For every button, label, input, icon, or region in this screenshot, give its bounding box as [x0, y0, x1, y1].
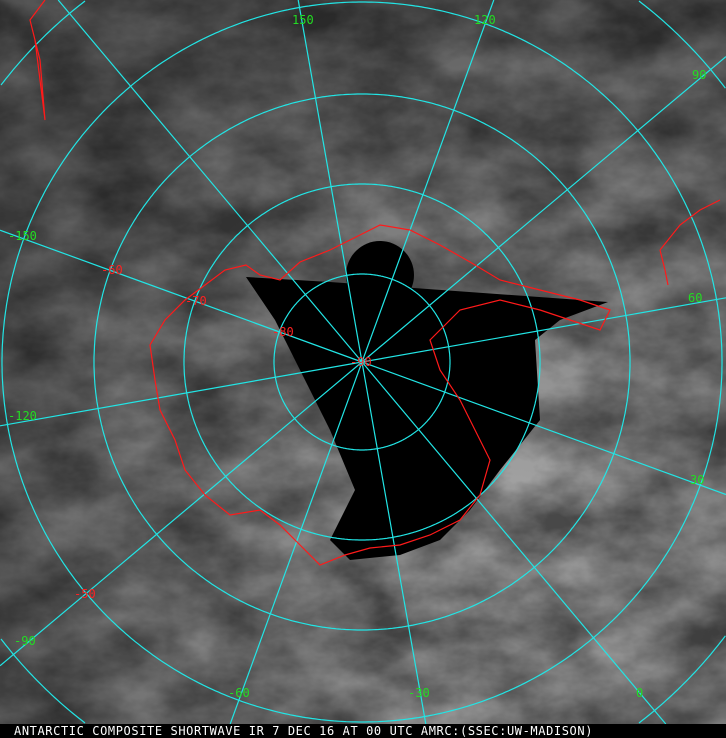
longitude-label: -120: [8, 409, 37, 423]
latitude-label: -80: [272, 325, 294, 339]
longitude-label: -150: [8, 229, 37, 243]
antarctic-coastline: [29, 0, 721, 566]
meridian-line: [361, 297, 726, 363]
longitude-label: 120: [474, 13, 496, 27]
meridian-line: [361, 361, 667, 724]
longitude-label: -90: [14, 634, 36, 648]
meridian-line: [57, 0, 363, 363]
longitude-label: 30: [690, 473, 704, 487]
latitude-circle: [273, 273, 451, 451]
latitude-label: -90: [350, 355, 372, 369]
meridian-line: [229, 361, 363, 724]
meridian-line: [0, 229, 363, 363]
longitude-label: 60: [688, 291, 702, 305]
grid-labels: 150 120 90 60 30 0 -30 -60 -90 -120 -150 -50 -60 -70 -…: [8, 13, 706, 700]
image-caption: ANTARCTIC COMPOSITE SHORTWAVE IR 7 DEC 1…: [0, 724, 726, 738]
meridian-line: [361, 0, 495, 363]
meridian-line: [361, 56, 726, 363]
longitude-label: 150: [292, 13, 314, 27]
latitude-label: -70: [185, 294, 207, 308]
latitude-label: -60: [101, 263, 123, 277]
latitude-circle: [183, 183, 541, 541]
latitude-label: -50: [74, 587, 96, 601]
meridian-line: [297, 0, 363, 363]
no-data-region: [246, 241, 608, 560]
meridian-line: [0, 361, 363, 667]
latitude-circle: [638, 635, 726, 724]
meridian-line: [361, 361, 427, 724]
latitude-circle: [638, 0, 726, 89]
longitude-label: 0: [636, 686, 643, 700]
longitude-label: -30: [408, 686, 430, 700]
longitude-label: -60: [228, 686, 250, 700]
longitude-label: 90: [692, 68, 706, 82]
latitude-circle: [93, 93, 631, 631]
meridian-line: [361, 361, 726, 496]
meridian-line: [0, 361, 363, 427]
latitude-circle: [1, 1, 723, 723]
